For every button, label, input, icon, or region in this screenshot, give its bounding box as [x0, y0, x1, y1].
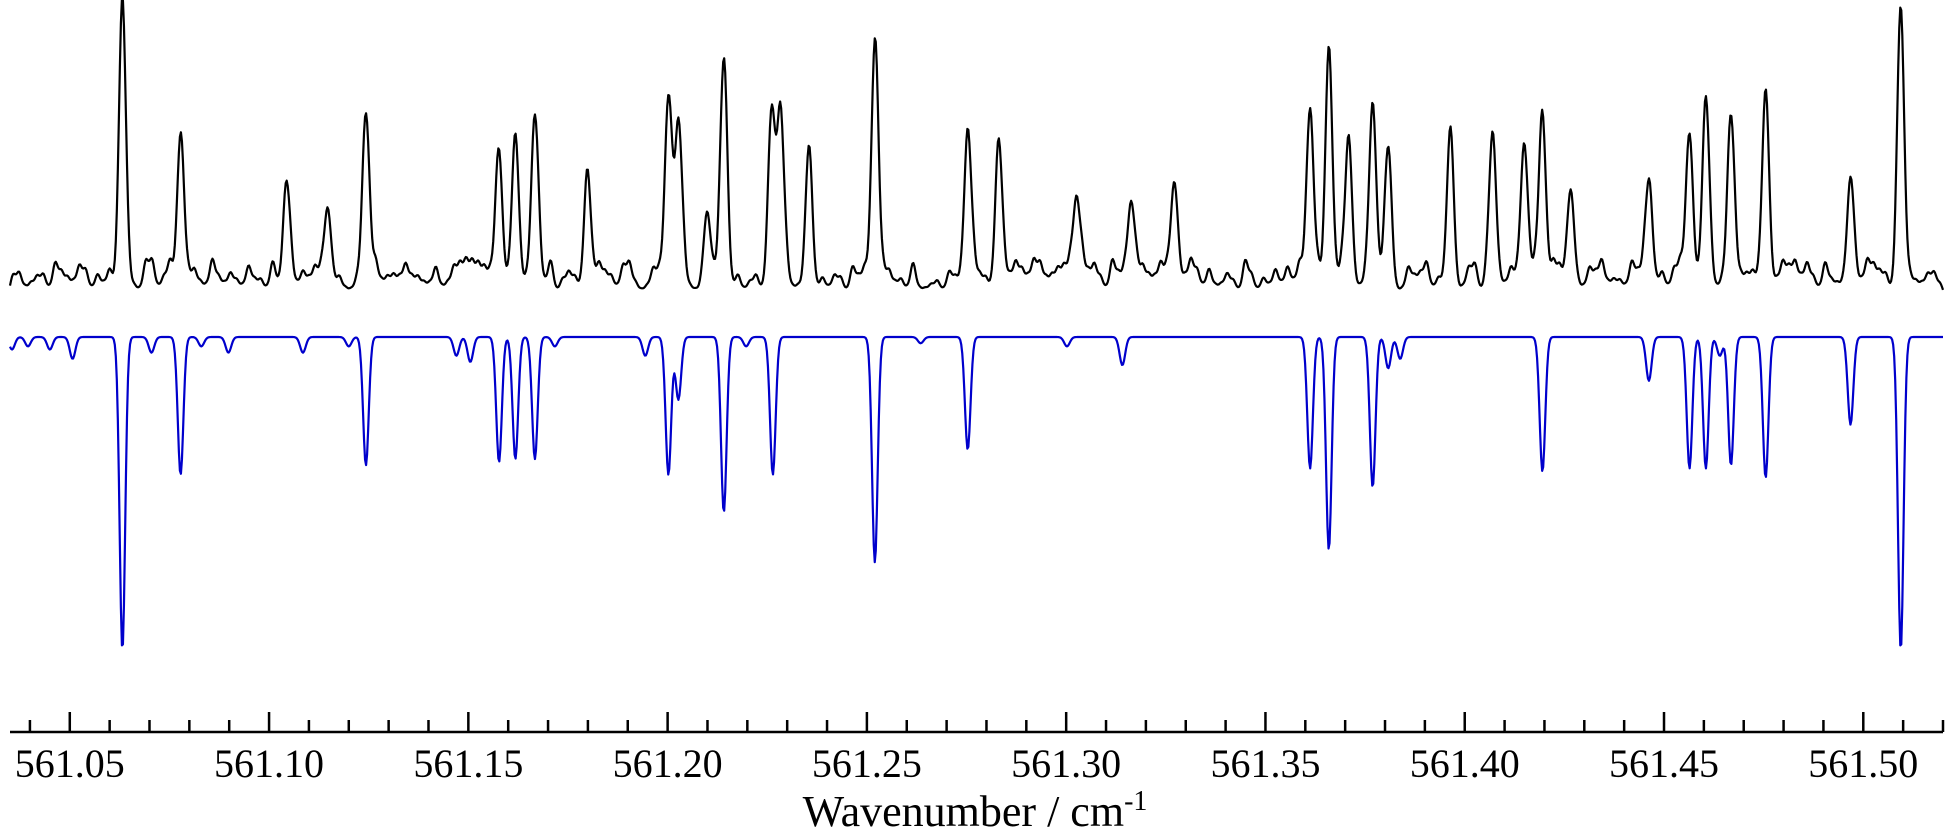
series-layer — [8, 0, 1945, 647]
x-tick-label: 561.20 — [613, 741, 723, 786]
x-tick-label: 561.45 — [1609, 741, 1719, 786]
x-tick-label: 561.05 — [15, 741, 125, 786]
x-axis-ticks: 561.05 561.10 561.15 561.20 561.25 561.30 561.… — [15, 712, 1945, 786]
x-tick-label: 561.25 — [812, 741, 922, 786]
x-axis-title-text: Wavenumber / cm — [803, 787, 1124, 833]
x-tick-label: 561.30 — [1011, 741, 1121, 786]
simulated-spectrum-line — [9, 335, 1944, 647]
x-tick-label: 561.35 — [1210, 741, 1320, 786]
x-tick-label: 561.15 — [413, 741, 523, 786]
x-tick-label: 561.40 — [1410, 741, 1520, 786]
x-tick-label: 561.10 — [214, 741, 324, 786]
x-tick-label: 561.50 — [1808, 741, 1918, 786]
observed-spectrum-line — [8, 0, 1945, 291]
x-axis-title: Wavenumber / cm-1 — [803, 786, 1148, 833]
x-axis-title-superscript: -1 — [1124, 786, 1147, 817]
